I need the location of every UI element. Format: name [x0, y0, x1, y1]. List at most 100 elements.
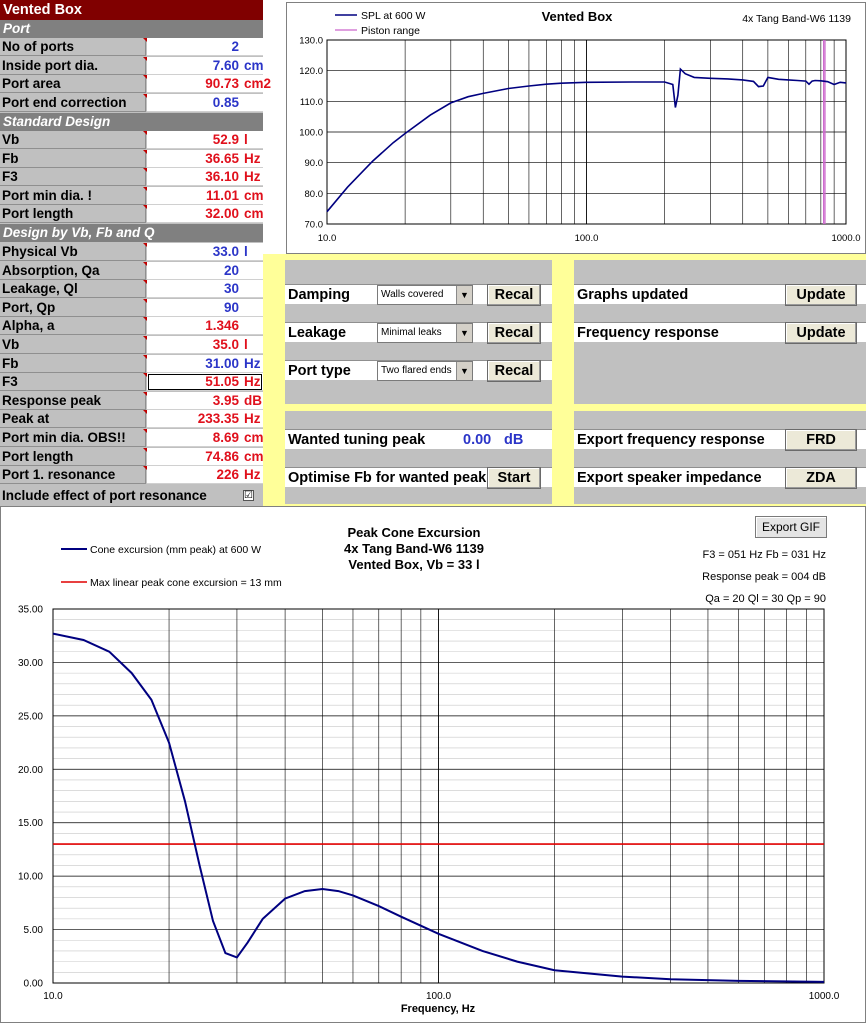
standard-param-value-cell[interactable]: 36.65 Hz: [147, 149, 263, 168]
port-type-recal-button[interactable]: Recal: [487, 360, 541, 382]
export-gif-button[interactable]: Export GIF: [755, 516, 827, 538]
recalc-panel: Damping Walls covered ▼ Recal Leakage Mi…: [285, 260, 552, 404]
port-param-row: Port area 90.73 cm2: [0, 75, 271, 94]
design-param-value-cell[interactable]: 51.05 Hz: [147, 373, 263, 392]
port-param-row: No of ports 2: [0, 38, 263, 57]
design-param-value-cell[interactable]: 35.0 l: [147, 336, 263, 354]
standard-param-label: Port length: [0, 205, 146, 224]
excursion-y-tick-label: 0.00: [24, 979, 44, 990]
design-param-value-cell[interactable]: 30: [147, 280, 263, 299]
design-param-label: Port 1. resonance: [0, 466, 146, 485]
wanted-tuning-peak-value[interactable]: 0.00: [463, 432, 492, 448]
section-design-by-vb-fb-q: Design by Vb, Fb and Q: [0, 224, 263, 242]
design-param-value: 33.0: [212, 244, 239, 259]
design-param-label: Alpha, a: [0, 317, 146, 336]
standard-param-value: 52.9: [212, 132, 239, 147]
port-param-value-cell[interactable]: 7.60 cm: [147, 56, 264, 75]
wanted-tuning-peak-label: Wanted tuning peak: [288, 432, 426, 448]
chevron-down-icon[interactable]: ▼: [456, 324, 472, 342]
design-param-label: Port length: [0, 447, 146, 466]
standard-param-value-cell[interactable]: 32.00 cm: [147, 205, 264, 224]
controls-area: Damping Walls covered ▼ Recal Leakage Mi…: [263, 254, 866, 506]
comment-marker: [143, 447, 148, 453]
excursion-info-text: Qa = 20 Ql = 30 Qp = 90: [705, 593, 826, 605]
design-param-value-cell[interactable]: 1.346: [147, 317, 263, 336]
port-param-value-cell[interactable]: 0.85: [147, 93, 263, 112]
excursion-x-tick-label: 100.0: [426, 991, 451, 1002]
design-param-row: Physical Vb 33.0 l: [0, 243, 263, 262]
design-param-row: Port 1. resonance 226 Hz: [0, 466, 263, 485]
design-param-value: 233.35: [197, 411, 239, 427]
standard-param-value-cell[interactable]: 36.10 Hz: [147, 168, 263, 187]
comment-marker: [143, 38, 148, 43]
excursion-y-tick-label: 15.00: [18, 818, 43, 829]
design-param-value: 20: [223, 262, 239, 278]
export-frequency-response-row: Export frequency response FRD: [574, 429, 866, 451]
design-param-unit: dB: [244, 392, 262, 408]
design-param-label: Port, Qp: [0, 298, 146, 317]
standard-param-row: F3 36.10 Hz: [0, 168, 263, 187]
port-param-value: 0.85: [212, 94, 239, 110]
design-param-value-cell[interactable]: 33.0 l: [147, 243, 263, 261]
design-param-value-cell[interactable]: 233.35 Hz: [147, 410, 263, 429]
design-param-value: 74.86: [205, 448, 239, 464]
port-param-row: Port end correction 0.85: [0, 93, 263, 113]
spl-y-tick-label: 100.0: [299, 128, 323, 139]
damping-row: Damping Walls covered ▼ Recal: [285, 284, 552, 306]
comment-marker: [143, 243, 148, 248]
excursion-chart-subtitle: Vented Box, Vb = 33 l: [348, 557, 479, 572]
chevron-down-icon[interactable]: ▼: [456, 362, 472, 380]
design-param-value: 35.0: [212, 337, 239, 352]
port-type-select[interactable]: Two flared ends ▼: [377, 361, 473, 381]
export-speaker-impedance-label: Export speaker impedance: [577, 470, 762, 486]
design-param-unit: Hz: [244, 411, 261, 427]
frequency-response-row: Frequency response Update: [574, 322, 866, 344]
chevron-down-icon[interactable]: ▼: [456, 286, 472, 304]
graphs-updated-label: Graphs updated: [577, 287, 689, 303]
spl-chart-subtitle: 4x Tang Band-W6 1139: [742, 13, 851, 25]
comment-marker: [143, 131, 148, 136]
standard-param-value-cell[interactable]: 52.9 l: [147, 131, 263, 149]
design-param-value-cell[interactable]: 31.00 Hz: [147, 354, 263, 373]
port-param-row: Inside port dia. 7.60 cm: [0, 56, 264, 76]
design-param-value-cell[interactable]: 3.95 dB: [147, 391, 263, 410]
comment-marker: [143, 261, 148, 267]
leakage-label: Leakage: [288, 325, 347, 341]
comment-marker: [143, 336, 148, 341]
leakage-select[interactable]: Minimal leaks ▼: [377, 323, 473, 343]
damping-recal-button[interactable]: Recal: [487, 284, 541, 306]
include-port-resonance-row[interactable]: Include effect of port resonance ☑: [0, 487, 263, 506]
include-port-resonance-checkbox[interactable]: ☑: [243, 490, 254, 501]
leakage-recal-button[interactable]: Recal: [487, 322, 541, 344]
spl-y-tick-label: 130.0: [299, 36, 323, 47]
spl-x-tick-label: 100.0: [575, 233, 599, 244]
design-param-unit: Hz: [244, 467, 261, 483]
standard-param-value-cell[interactable]: 11.01 cm: [147, 186, 264, 205]
export-zda-button[interactable]: ZDA: [785, 467, 857, 489]
design-param-value-cell[interactable]: 226 Hz: [147, 466, 263, 485]
damping-select[interactable]: Walls covered ▼: [377, 285, 473, 305]
design-param-value-cell[interactable]: 8.69 cm: [147, 429, 264, 447]
optimise-start-button[interactable]: Start: [487, 467, 541, 489]
design-param-row: F3 51.05 Hz: [0, 373, 263, 392]
comment-marker: [143, 205, 148, 211]
design-param-row: Port, Qp 90: [0, 298, 263, 318]
spl-legend-label: SPL at 600 W: [361, 10, 425, 22]
damping-select-value: Walls covered: [381, 289, 444, 300]
design-param-value: 51.05: [205, 374, 239, 390]
graphs-update-button[interactable]: Update: [785, 284, 857, 306]
port-param-value-cell[interactable]: 90.73 cm2: [147, 75, 271, 94]
export-frd-button[interactable]: FRD: [785, 429, 857, 451]
frequency-response-label: Frequency response: [577, 325, 719, 341]
update-panel: Graphs updated Update Frequency response…: [574, 260, 866, 404]
port-param-value-cell[interactable]: 2: [147, 38, 263, 56]
design-param-value-cell[interactable]: 74.86 cm: [147, 447, 264, 466]
design-param-unit: cm: [244, 430, 264, 445]
frequency-response-update-button[interactable]: Update: [785, 322, 857, 344]
port-type-select-value: Two flared ends: [381, 365, 452, 376]
design-param-row: Leakage, Ql 30: [0, 280, 263, 299]
design-param-value-cell[interactable]: 90: [147, 298, 263, 317]
design-param-row: Vb 35.0 l: [0, 336, 263, 355]
design-param-unit: l: [244, 337, 248, 352]
design-param-value-cell[interactable]: 20: [147, 261, 263, 280]
